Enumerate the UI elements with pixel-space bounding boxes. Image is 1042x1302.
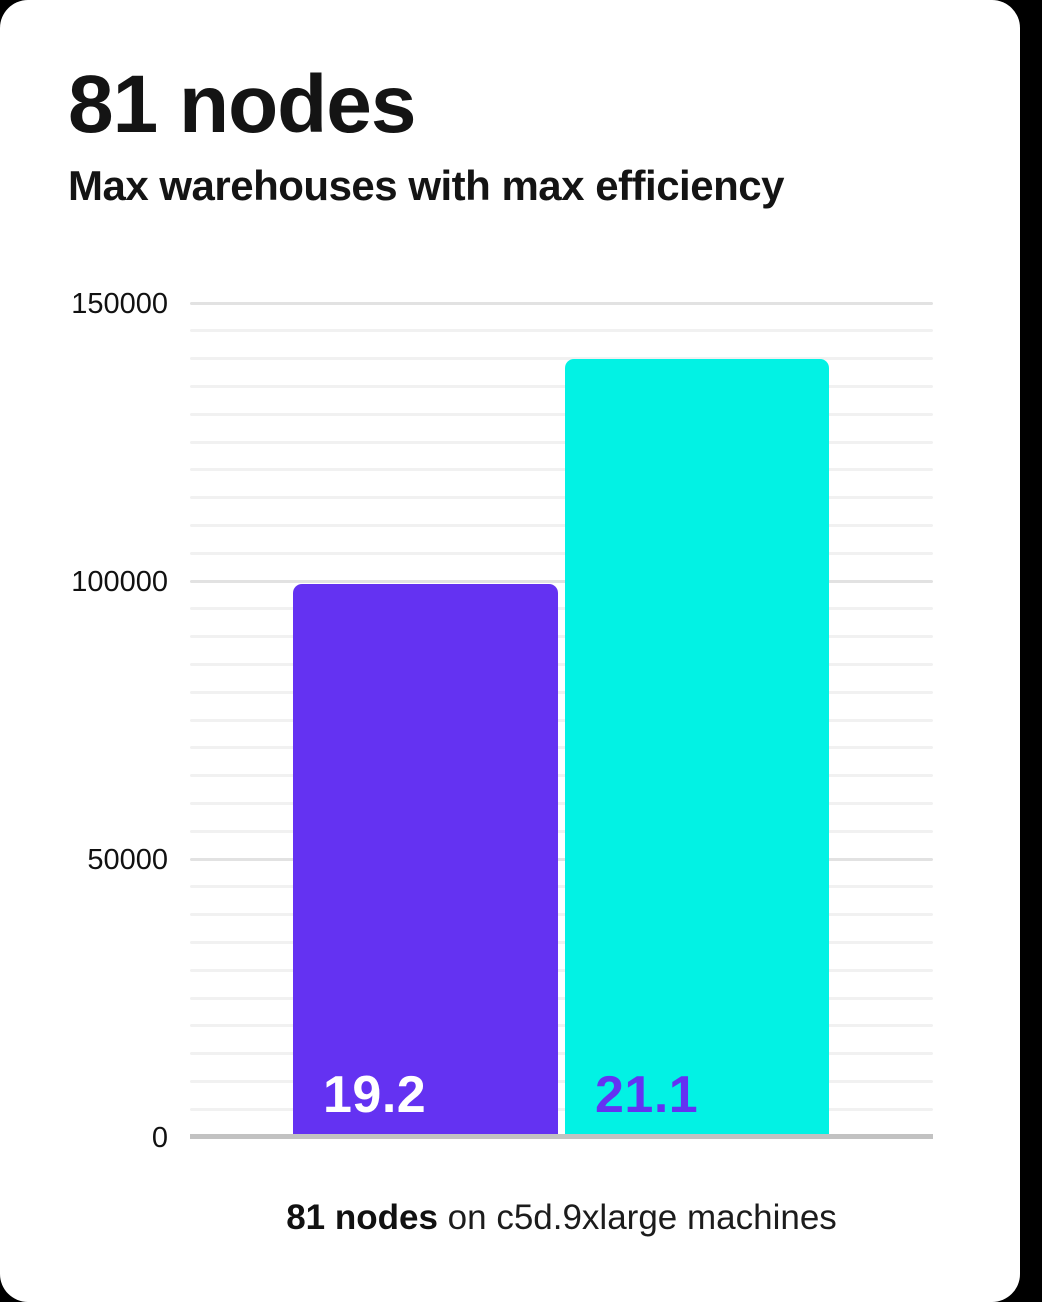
y-axis-tick-label: 0 — [151, 1122, 168, 1154]
benchmark-card: 81 nodes Max warehouses with max efficie… — [0, 0, 1020, 1302]
bar-value-label: 19.2 — [323, 1066, 427, 1124]
gridline-minor — [190, 690, 933, 694]
gridline-minor — [190, 996, 933, 1000]
bar-2 — [565, 358, 829, 1137]
gridline-minor — [190, 1079, 933, 1083]
bar-1 — [293, 583, 558, 1137]
gridline-minor — [190, 662, 933, 666]
caption: 81 nodes on c5d.9xlarge machines — [190, 1196, 933, 1240]
gridline-minor — [190, 913, 933, 917]
gridline-minor — [190, 468, 933, 472]
gridline-minor — [190, 940, 933, 944]
gridline-minor — [190, 829, 933, 833]
gridline-minor — [190, 329, 933, 333]
gridline-major — [190, 579, 933, 583]
page-title: 81 nodes — [68, 59, 416, 150]
gridline-minor — [190, 357, 933, 361]
caption-regular-text: on c5d.9xlarge machines — [437, 1198, 837, 1237]
y-axis-tick-label: 50000 — [87, 844, 168, 876]
gridline-minor — [190, 774, 933, 778]
bar-value-label: 21.1 — [595, 1066, 699, 1124]
y-axis-labels: 150000 100000 50000 0 — [0, 0, 168, 1302]
gridline-minor — [190, 384, 933, 388]
gridline-minor — [190, 523, 933, 527]
gridline-minor — [190, 635, 933, 639]
plot-area: 19.2 21.1 — [190, 301, 933, 1139]
gridline-minor — [190, 968, 933, 972]
y-axis-tick-label: 150000 — [71, 288, 168, 320]
gridline-minor — [190, 1107, 933, 1111]
caption-bold-text: 81 nodes — [286, 1198, 438, 1237]
gridline-minor — [190, 746, 933, 750]
gridline-minor — [190, 607, 933, 611]
page-subtitle: Max warehouses with max efficiency — [68, 162, 784, 209]
gridline-minor — [190, 1052, 933, 1056]
gridline-minor — [190, 412, 933, 416]
gridline-minor — [190, 885, 933, 889]
gridline-minor — [190, 801, 933, 805]
gridline-minor — [190, 551, 933, 555]
y-axis-tick-label: 100000 — [71, 566, 168, 598]
gridline-minor — [190, 440, 933, 444]
gridline-major — [190, 857, 933, 861]
gridline-minor — [190, 496, 933, 500]
x-axis-line — [190, 1134, 933, 1139]
gridline-major — [190, 301, 933, 305]
gridline-minor — [190, 718, 933, 722]
gridline-minor — [190, 1024, 933, 1028]
